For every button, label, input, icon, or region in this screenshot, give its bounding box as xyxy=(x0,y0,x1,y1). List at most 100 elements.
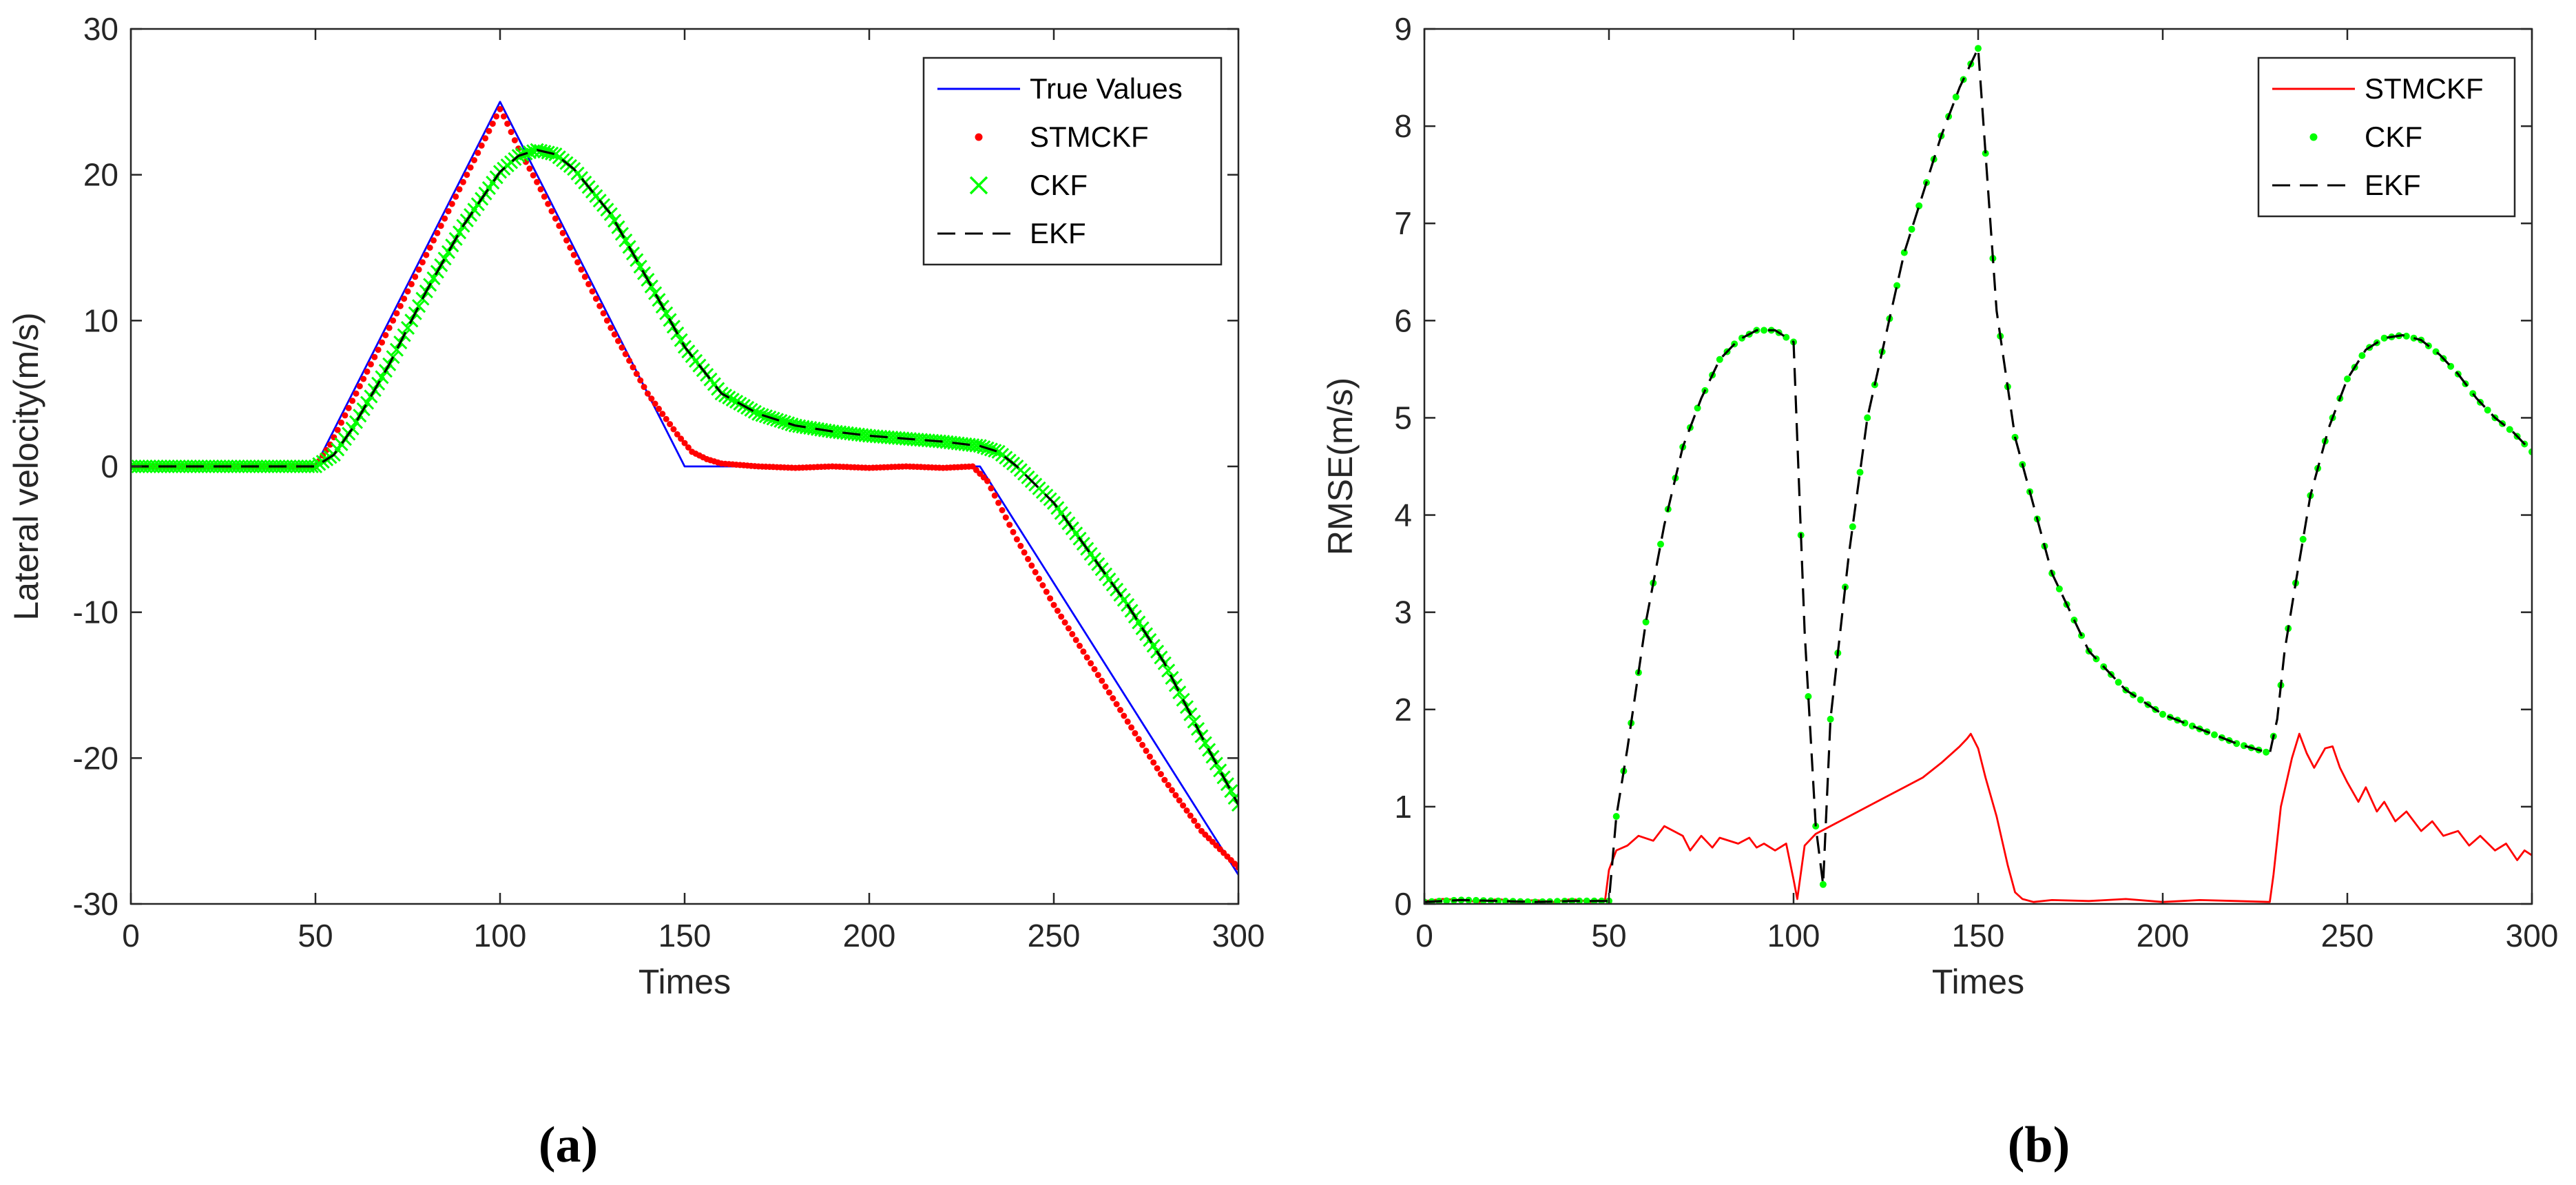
series-stmckf-point xyxy=(415,266,422,273)
series-stmckf-point xyxy=(1028,562,1035,569)
series-stmckf-point xyxy=(1017,542,1024,549)
series-ckf-point xyxy=(1187,714,1201,729)
series-stmckf-point xyxy=(1124,718,1131,725)
series-ckf-point xyxy=(375,370,389,384)
series-stmckf-point xyxy=(1047,595,1054,602)
series-stmckf-point xyxy=(1187,812,1194,819)
series-stmckf-point xyxy=(1135,736,1142,743)
legend-label: EKF xyxy=(1030,217,1086,249)
series-stmckf-point xyxy=(1146,753,1153,760)
legend-swatch xyxy=(2309,133,2318,141)
series-stmckf-point xyxy=(467,164,474,171)
series-stmckf-point xyxy=(1054,608,1061,614)
series-ckf-point xyxy=(725,392,740,407)
series-ckf-point xyxy=(426,271,441,286)
series-stmckf-point xyxy=(1110,695,1116,701)
series-stmckf-point xyxy=(379,339,385,346)
y-tick-label: 0 xyxy=(101,449,118,484)
y-tick-label: 9 xyxy=(1394,11,1412,47)
series-stmckf-point xyxy=(667,421,674,428)
series-stmckf-point xyxy=(1132,730,1139,736)
series-stmckf-point xyxy=(397,302,404,309)
series-stmckf-point xyxy=(659,411,666,418)
series-ckf-point xyxy=(2402,332,2410,340)
series-ckf-point xyxy=(644,279,658,293)
x-tick-label: 150 xyxy=(1952,918,2005,954)
series-ckf-point xyxy=(633,259,647,274)
series-stmckf-point xyxy=(530,172,537,178)
series-ckf-point xyxy=(389,342,404,357)
series-stmckf-point xyxy=(1025,555,1031,562)
series-ckf-point xyxy=(2055,585,2063,592)
series-stmckf-point xyxy=(552,215,559,222)
legend: STMCKF CKF EKF xyxy=(2257,56,2516,218)
series-stmckf-point xyxy=(1002,514,1009,521)
y-tick-label: -10 xyxy=(73,595,118,630)
x-tick-label: 150 xyxy=(658,918,711,954)
legend-swatch xyxy=(969,176,988,195)
series-stmckf-point xyxy=(390,317,397,324)
legend-item-ckf: CKF xyxy=(969,169,1088,201)
series-ckf-point xyxy=(1583,897,1590,904)
series-stmckf-point xyxy=(1069,630,1076,637)
series-stmckf-point xyxy=(1165,782,1172,788)
series-ckf-point xyxy=(1224,784,1238,798)
series-stmckf-point xyxy=(1176,797,1183,804)
series-stmckf-point xyxy=(644,390,651,397)
series-ckf-point xyxy=(619,233,633,247)
legend-item-ekf: EKF xyxy=(937,217,1086,249)
series-stmckf-point xyxy=(486,127,492,134)
series-stmckf-point xyxy=(353,390,360,397)
series-ckf-point xyxy=(1856,468,1864,476)
series-stmckf-point xyxy=(1080,648,1087,655)
series-ckf-point xyxy=(1554,898,1561,904)
series-ckf-point xyxy=(441,245,456,259)
series-ckf-point xyxy=(400,320,415,335)
series-stmckf-point xyxy=(504,121,511,127)
series-stmckf-point xyxy=(1013,536,1020,543)
series-stmckf-point xyxy=(607,324,614,331)
series-ckf-point xyxy=(1819,880,1827,888)
series-stmckf-point xyxy=(641,384,647,391)
series-stmckf-point xyxy=(404,288,411,295)
series-ckf-point xyxy=(1864,414,1871,422)
series-stmckf-point xyxy=(386,324,393,331)
legend-label: STMCKF xyxy=(1030,121,1149,153)
series-ckf-point xyxy=(412,299,426,313)
series-stmckf-point xyxy=(619,344,625,351)
series-stmckf-point xyxy=(563,237,570,244)
series-stmckf-point xyxy=(401,296,408,302)
series-stmckf-point xyxy=(445,208,452,215)
series-stmckf-point xyxy=(1191,817,1198,824)
series-stmckf-point xyxy=(511,137,518,144)
series-ekf xyxy=(131,149,1238,805)
series-ckf-point xyxy=(1827,715,1834,723)
series-stmckf-point xyxy=(1006,522,1013,528)
y-tick-label: 8 xyxy=(1394,108,1412,144)
series-stmckf-point xyxy=(537,186,544,193)
series-stmckf-point xyxy=(464,172,470,178)
series-ckf-point xyxy=(747,404,762,419)
series-stmckf-point xyxy=(375,347,382,353)
x-tick-label: 0 xyxy=(122,918,140,954)
series-ckf-point xyxy=(1231,798,1238,812)
y-tick-label: 6 xyxy=(1394,302,1412,338)
series-ekf-line xyxy=(131,149,1238,805)
series-stmckf-point xyxy=(437,223,444,229)
series-ckf-point xyxy=(349,415,364,429)
series-stmckf-point xyxy=(482,135,489,142)
series-ckf-point xyxy=(2240,742,2247,750)
legend-box xyxy=(2257,56,2516,218)
x-tick-label: 50 xyxy=(1591,918,1626,954)
series-stmckf-point xyxy=(1010,528,1017,535)
series-ckf-point xyxy=(1161,663,1176,678)
series-ckf-point xyxy=(1908,225,1915,233)
series-stmckf-point xyxy=(1077,642,1083,649)
series-stmckf-point xyxy=(356,383,363,390)
series-stmckf-point xyxy=(334,426,341,433)
series-stmckf-point xyxy=(567,245,574,251)
series-ekf-line xyxy=(1424,47,2532,903)
series-stmckf-point xyxy=(442,215,448,222)
series-stmckf-point xyxy=(1050,601,1057,608)
series-stmckf-point xyxy=(611,331,618,338)
